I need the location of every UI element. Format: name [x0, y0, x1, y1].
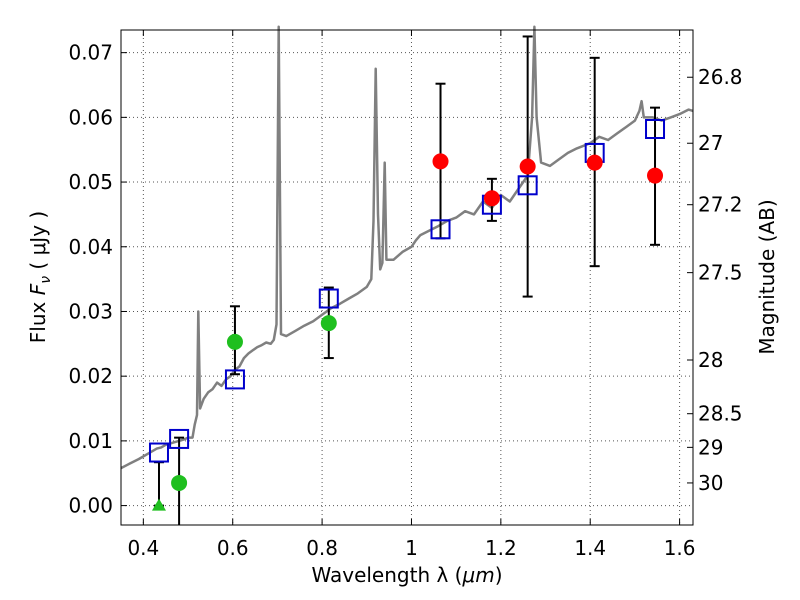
spectrum-line	[120, 25, 694, 470]
y-tick-label: 0.07	[68, 41, 113, 65]
measured-point	[483, 190, 500, 207]
x-tick-label: 1.6	[664, 536, 696, 560]
measured-point	[171, 474, 188, 491]
y-tick-label: 0.02	[68, 364, 113, 388]
y2-tick-label: 30	[698, 471, 723, 495]
y-tick-label: 0.00	[68, 494, 113, 518]
y-tick-label: 0.01	[68, 429, 113, 453]
y-tick-label: 0.03	[68, 299, 113, 323]
y2-axis-label: Magnitude (AB)	[755, 199, 779, 354]
plot-frame	[120, 29, 694, 526]
x-tick-label: 1	[405, 536, 418, 560]
y-tick-label: 0.05	[68, 170, 113, 194]
y2-tick-label: 28.5	[698, 402, 743, 426]
model-photometry-square	[169, 428, 190, 449]
y-tick-label: 0.06	[68, 105, 113, 129]
y2-tick-label: 27.5	[698, 261, 743, 285]
measured-point	[432, 153, 449, 170]
grid	[121, 30, 693, 525]
model-photometry-square	[645, 119, 666, 139]
errorbar-layer	[153, 35, 661, 525]
model-photometry-square	[318, 288, 339, 309]
y2-tick-label: 26.8	[698, 65, 743, 89]
x-tick-label: 1.4	[574, 536, 606, 560]
marker-layer	[148, 119, 666, 511]
y2-tick-label: 27.2	[698, 193, 743, 217]
upper-limit-triangle	[151, 498, 166, 511]
model-photometry-square	[517, 175, 538, 196]
measured-point	[647, 167, 664, 184]
x-axis-label: Wavelength λ (μm)	[311, 563, 502, 587]
x-tick-label: 1.2	[485, 536, 517, 560]
model-photometry-square	[224, 369, 245, 390]
y-tick-label: 0.04	[68, 235, 113, 259]
x-tick-label: 0.4	[127, 536, 159, 560]
model-photometry-square	[430, 219, 451, 240]
model-photometry-square	[148, 442, 169, 463]
x-tick-label: 0.8	[306, 536, 338, 560]
measured-point	[519, 158, 536, 175]
spectrum-layer	[120, 25, 694, 470]
measured-point	[226, 333, 243, 350]
y2-tick-label: 28	[698, 348, 723, 372]
y2-tick-label: 29	[698, 435, 723, 459]
measured-point	[320, 315, 337, 332]
y-axis-label: Flux Fν ( μJy )	[26, 211, 54, 343]
y2-tick-label: 27	[698, 131, 723, 155]
tick-layer: 0.4 0.6 0.8 1 1.2 1.4 1.6 0.00 0.01 0.02 0.03 0.04 0…	[68, 30, 743, 560]
x-tick-label: 0.6	[217, 536, 249, 560]
measured-point	[586, 154, 603, 171]
